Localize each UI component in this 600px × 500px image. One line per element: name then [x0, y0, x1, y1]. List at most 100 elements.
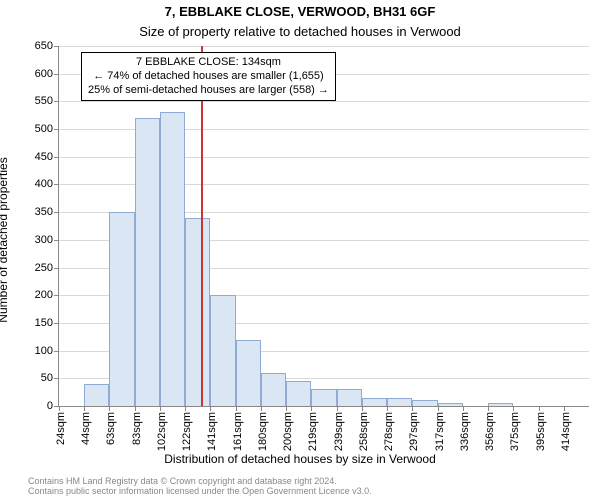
x-tick-mark: [135, 406, 136, 411]
x-tick-mark: [109, 406, 110, 411]
x-tick-label: 414sqm: [560, 412, 572, 451]
x-tick-mark: [513, 406, 514, 411]
y-tick-mark: [54, 74, 59, 75]
y-tick-label: 300: [35, 234, 53, 246]
histogram-bar: [311, 389, 336, 406]
histogram-bar: [412, 400, 437, 406]
x-tick-mark: [362, 406, 363, 411]
y-tick-mark: [54, 46, 59, 47]
y-tick-mark: [54, 129, 59, 130]
x-tick-label: 219sqm: [307, 412, 319, 451]
y-tick-label: 150: [35, 317, 53, 329]
y-tick-label: 200: [35, 289, 53, 301]
histogram-bar: [185, 218, 210, 406]
y-tick-label: 0: [47, 400, 53, 412]
y-tick-mark: [54, 268, 59, 269]
x-tick-mark: [539, 406, 540, 411]
y-tick-label: 550: [35, 95, 53, 107]
x-tick-mark: [210, 406, 211, 411]
annotation-line: 25% of semi-detached houses are larger (…: [88, 84, 329, 98]
histogram-bar: [438, 403, 463, 406]
x-tick-mark: [438, 406, 439, 411]
y-tick-label: 250: [35, 262, 53, 274]
x-tick-mark: [286, 406, 287, 411]
gridline: [59, 46, 589, 47]
y-tick-mark: [54, 323, 59, 324]
x-tick-label: 161sqm: [232, 412, 244, 451]
copyright-footer: Contains HM Land Registry data © Crown c…: [28, 476, 372, 496]
x-tick-label: 239sqm: [333, 412, 345, 451]
x-tick-mark: [160, 406, 161, 411]
chart-title-desc: Size of property relative to detached ho…: [0, 24, 600, 39]
annotation-line: 7 EBBLAKE CLOSE: 134sqm: [88, 56, 329, 70]
x-tick-mark: [59, 406, 60, 411]
y-tick-label: 650: [35, 40, 53, 52]
x-tick-label: 356sqm: [484, 412, 496, 451]
property-size-chart: 7, EBBLAKE CLOSE, VERWOOD, BH31 6GF Size…: [0, 0, 600, 500]
histogram-bar: [84, 384, 109, 406]
histogram-bar: [362, 398, 387, 406]
x-tick-label: 336sqm: [459, 412, 471, 451]
y-tick-label: 350: [35, 206, 53, 218]
plot-area: 0501001502002503003504004505005506006502…: [58, 46, 589, 407]
y-tick-mark: [54, 240, 59, 241]
x-tick-label: 200sqm: [282, 412, 294, 451]
x-tick-mark: [564, 406, 565, 411]
annotation-line: ← 74% of detached houses are smaller (1,…: [88, 70, 329, 84]
histogram-bar: [210, 295, 235, 406]
x-tick-label: 44sqm: [80, 412, 92, 445]
y-tick-label: 50: [41, 372, 53, 384]
x-tick-mark: [463, 406, 464, 411]
x-tick-mark: [412, 406, 413, 411]
y-tick-label: 450: [35, 151, 53, 163]
x-tick-mark: [387, 406, 388, 411]
x-tick-mark: [84, 406, 85, 411]
histogram-bar: [109, 212, 134, 406]
y-tick-mark: [54, 212, 59, 213]
x-tick-label: 258sqm: [358, 412, 370, 451]
x-tick-label: 63sqm: [105, 412, 117, 445]
x-tick-label: 395sqm: [535, 412, 547, 451]
y-tick-mark: [54, 295, 59, 296]
x-tick-label: 141sqm: [206, 412, 218, 451]
y-axis-label: Number of detached properties: [0, 157, 10, 322]
y-tick-mark: [54, 351, 59, 352]
footer-line: Contains public sector information licen…: [28, 486, 372, 496]
x-tick-mark: [185, 406, 186, 411]
y-tick-mark: [54, 184, 59, 185]
y-tick-label: 400: [35, 178, 53, 190]
y-tick-mark: [54, 157, 59, 158]
gridline: [59, 101, 589, 102]
x-tick-label: 375sqm: [509, 412, 521, 451]
y-tick-label: 100: [35, 345, 53, 357]
x-tick-label: 317sqm: [434, 412, 446, 451]
x-tick-mark: [236, 406, 237, 411]
y-tick-label: 600: [35, 68, 53, 80]
histogram-bar: [488, 403, 513, 406]
footer-line: Contains HM Land Registry data © Crown c…: [28, 476, 372, 486]
chart-title-address: 7, EBBLAKE CLOSE, VERWOOD, BH31 6GF: [0, 4, 600, 19]
y-tick-label: 500: [35, 123, 53, 135]
x-tick-label: 24sqm: [55, 412, 67, 445]
y-tick-mark: [54, 378, 59, 379]
x-tick-label: 297sqm: [408, 412, 420, 451]
x-tick-label: 180sqm: [257, 412, 269, 451]
x-tick-mark: [261, 406, 262, 411]
x-tick-label: 83sqm: [131, 412, 143, 445]
histogram-bar: [135, 118, 160, 406]
histogram-bar: [387, 398, 412, 406]
x-tick-label: 102sqm: [156, 412, 168, 451]
x-tick-mark: [337, 406, 338, 411]
x-tick-label: 278sqm: [383, 412, 395, 451]
histogram-bar: [286, 381, 311, 406]
x-tick-mark: [488, 406, 489, 411]
histogram-bar: [337, 389, 362, 406]
histogram-bar: [236, 340, 261, 406]
histogram-bar: [261, 373, 286, 406]
x-tick-mark: [311, 406, 312, 411]
x-tick-label: 122sqm: [181, 412, 193, 451]
histogram-bar: [160, 112, 185, 406]
x-axis-label: Distribution of detached houses by size …: [0, 452, 600, 466]
annotation-box: 7 EBBLAKE CLOSE: 134sqm← 74% of detached…: [81, 52, 336, 101]
y-tick-mark: [54, 101, 59, 102]
